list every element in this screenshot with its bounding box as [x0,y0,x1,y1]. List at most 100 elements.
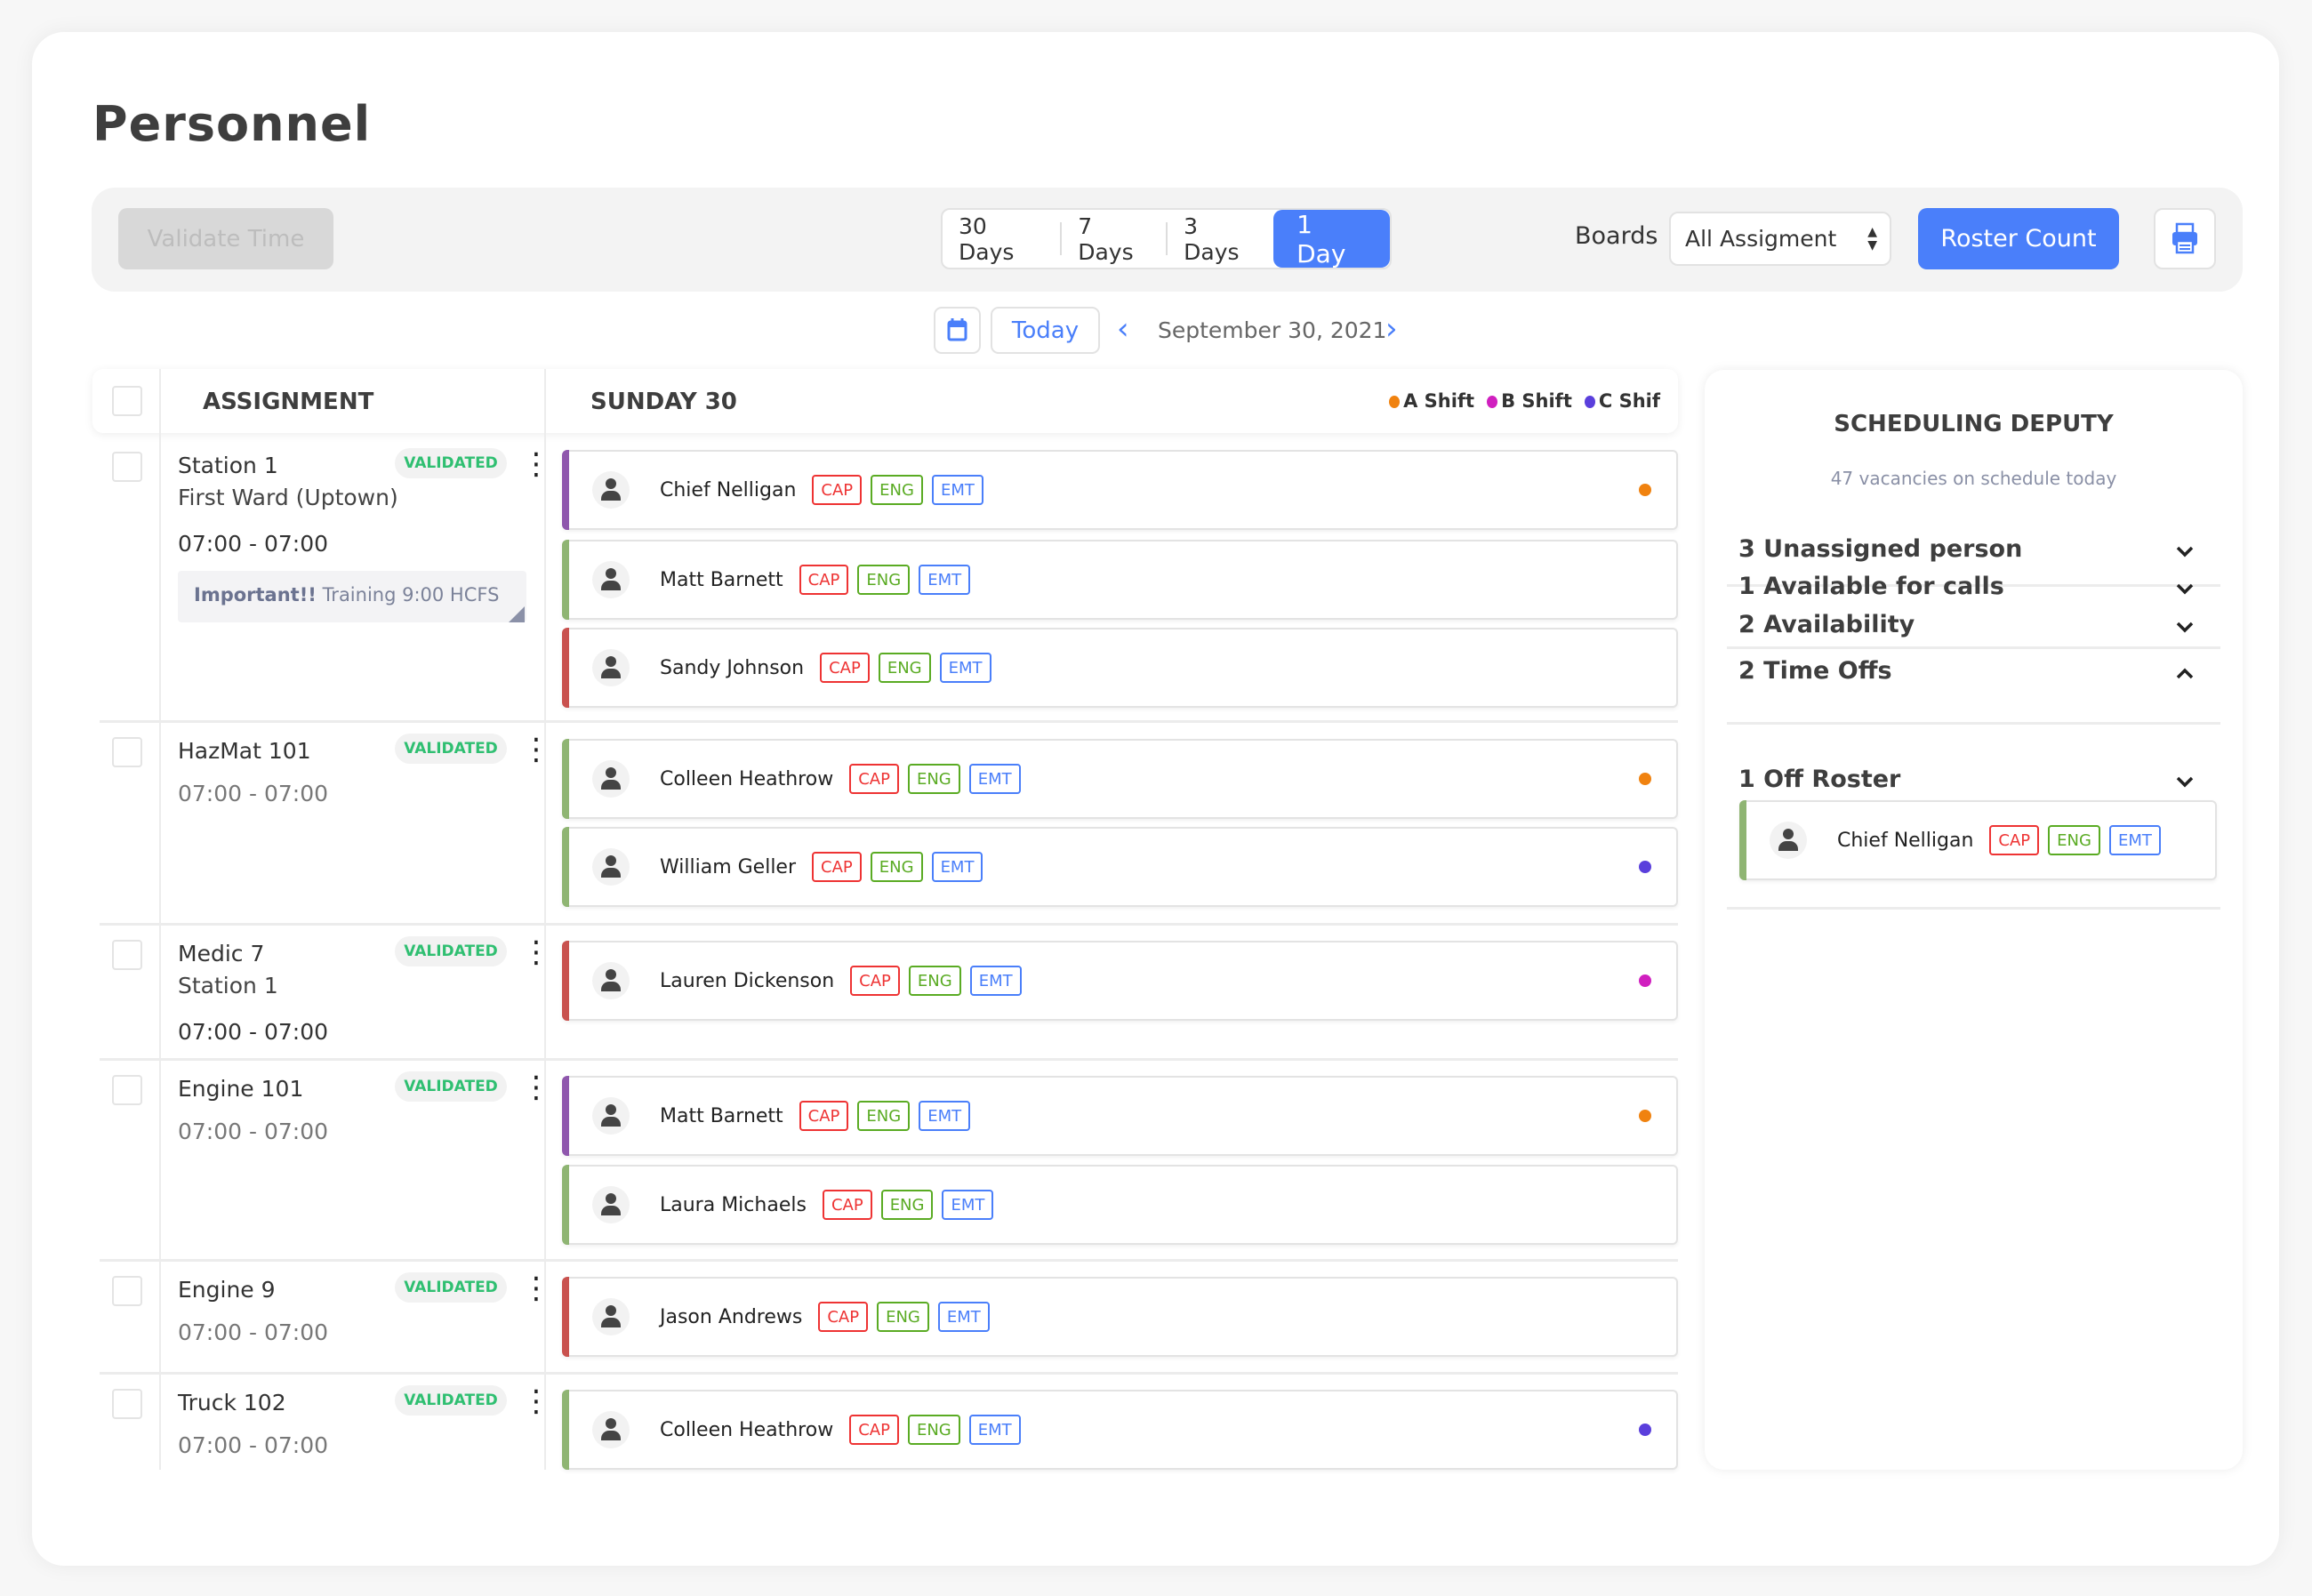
shift-dot [1639,974,1651,987]
person-card[interactable]: Matt Barnett CAP ENG EMT [562,1076,1678,1156]
person-card[interactable]: Colleen Heathrow CAP ENG EMT [562,1390,1678,1470]
avatar-icon [592,1186,630,1223]
chevron-left-icon[interactable]: ‹ [1117,311,1129,347]
section-time-offs[interactable]: 2 Time Offs [1738,657,1892,685]
legend-item: B Shift [1487,390,1572,412]
person-card[interactable]: Sandy Johnson CAP ENG EMT [562,628,1678,708]
validate-time-button[interactable]: Validate Time [118,208,333,269]
tag-emt: EMT [931,475,983,505]
tag-eng: ENG [880,1190,934,1220]
more-options-icon[interactable]: ⋮ [521,1386,551,1416]
shift-stripe [1739,800,1746,880]
more-options-icon[interactable]: ⋮ [521,1273,551,1303]
person-name: Lauren Dickenson [660,969,835,992]
assignment-location: First Ward (Uptown) [178,485,398,510]
assignment-time: 07:00 - 07:00 [178,1319,329,1345]
row-checkbox[interactable] [112,737,142,767]
legend-label: B Shift [1501,390,1572,412]
person-card[interactable]: Jason Andrews CAP ENG EMT [562,1277,1678,1357]
assignment-location: Station 1 [178,973,278,999]
tag-cap: CAP [818,1302,869,1332]
person-card[interactable]: Laura Michaels CAP ENG EMT [562,1165,1678,1245]
note-text: Training 9:00 HCFS [322,584,500,606]
legend-dot [1487,396,1498,408]
select-all-checkbox[interactable] [112,386,142,416]
group-divider [100,1372,1678,1375]
group-divider [100,1058,1678,1061]
section-divider [1727,584,2220,587]
section-availability[interactable]: 2 Availability [1738,611,1915,638]
note-important: Important!! [194,584,317,606]
range-3-days[interactable]: 3 Days [1184,213,1240,265]
calendar-button[interactable] [934,307,981,354]
shift-stripe [562,1390,569,1470]
tag-eng: ENG [870,852,923,882]
shift-stripe [562,1076,569,1156]
tag-emt: EMT [968,1415,1021,1445]
legend-item: C Shif [1584,390,1660,412]
avatar-icon [592,1298,630,1335]
tag-cap: CAP [799,565,849,595]
assignment-column-header: ASSIGNMENT [203,389,374,415]
printer-icon [2172,222,2197,254]
more-options-icon[interactable]: ⋮ [521,449,551,479]
note-fold-icon [509,606,525,622]
chevron-down-icon[interactable] [2174,578,2196,599]
avatar-icon [592,1411,630,1448]
section-available-for-calls[interactable]: 1 Available for calls [1738,573,2004,600]
range-30-days[interactable]: 30 Days [943,210,1063,268]
shift-stripe [562,1277,569,1357]
day-column-header: SUNDAY 30 [590,389,737,415]
avatar-icon [592,561,630,598]
tag-eng: ENG [871,475,923,505]
person-name: Chief Nelligan [660,478,797,501]
range-7-days[interactable]: 7 Days [1062,210,1168,268]
assignment-name: Medic 7 [178,941,265,966]
more-options-icon[interactable]: ⋮ [521,937,551,967]
tag-cap: CAP [820,653,870,683]
tag-emt: EMT [939,653,991,683]
select-arrows-icon: ▲ ▼ [1867,225,1877,253]
chevron-down-icon[interactable] [2174,771,2196,792]
row-checkbox[interactable] [112,1276,142,1306]
assignment-time: 07:00 - 07:00 [178,1019,329,1045]
range-1-day[interactable]: 1 Day [1273,210,1390,268]
shift-dot [1639,773,1651,785]
shift-stripe [562,739,569,819]
more-options-icon[interactable]: ⋮ [521,734,551,765]
legend-label: C Shif [1598,390,1660,412]
section-off-roster[interactable]: 1 Off Roster [1738,766,1901,793]
tag-eng: ENG [2048,825,2100,855]
print-button[interactable] [2154,208,2216,269]
person-card[interactable]: Colleen Heathrow CAP ENG EMT [562,739,1678,819]
boards-select-value: All Assigment [1685,226,1837,252]
panel-subtitle: 47 vacancies on schedule today [1830,468,2117,489]
person-card[interactable]: Lauren Dickenson CAP ENG EMT [562,941,1678,1021]
chevron-right-icon[interactable]: › [1385,311,1398,347]
person-card[interactable]: Chief Nelligan CAP ENG EMT [1739,800,2217,880]
person-card[interactable]: William Geller CAP ENG EMT [562,827,1678,907]
person-card[interactable]: Matt Barnett CAP ENG EMT [562,540,1678,620]
row-checkbox[interactable] [112,1075,142,1105]
more-options-icon[interactable]: ⋮ [521,1072,551,1103]
section-unassigned-person[interactable]: 3 Unassigned person [1738,535,2023,563]
chevron-down-icon[interactable] [2174,616,2196,638]
roster-count-button[interactable]: Roster Count [1918,208,2119,269]
person-card[interactable]: Chief Nelligan CAP ENG EMT [562,450,1678,530]
group-divider [100,720,1678,723]
chevron-down-icon[interactable] [2174,541,2196,562]
chevron-up-icon[interactable] [2174,662,2196,684]
avatar-icon [592,962,630,999]
today-button[interactable]: Today [991,307,1100,354]
person-name: Sandy Johnson [660,656,805,679]
tag-emt: EMT [919,565,971,595]
group-divider [100,1259,1678,1262]
assignment-note: Important!! Training 9:00 HCFS [178,571,526,622]
assignment-name: Station 1 [178,453,278,478]
row-checkbox[interactable] [112,1389,142,1419]
tag-cap: CAP [812,475,863,505]
tag-eng: ENG [907,1415,960,1445]
boards-select[interactable]: All Assigment ▲ ▼ [1669,212,1891,266]
row-checkbox[interactable] [112,452,142,482]
row-checkbox[interactable] [112,940,142,970]
